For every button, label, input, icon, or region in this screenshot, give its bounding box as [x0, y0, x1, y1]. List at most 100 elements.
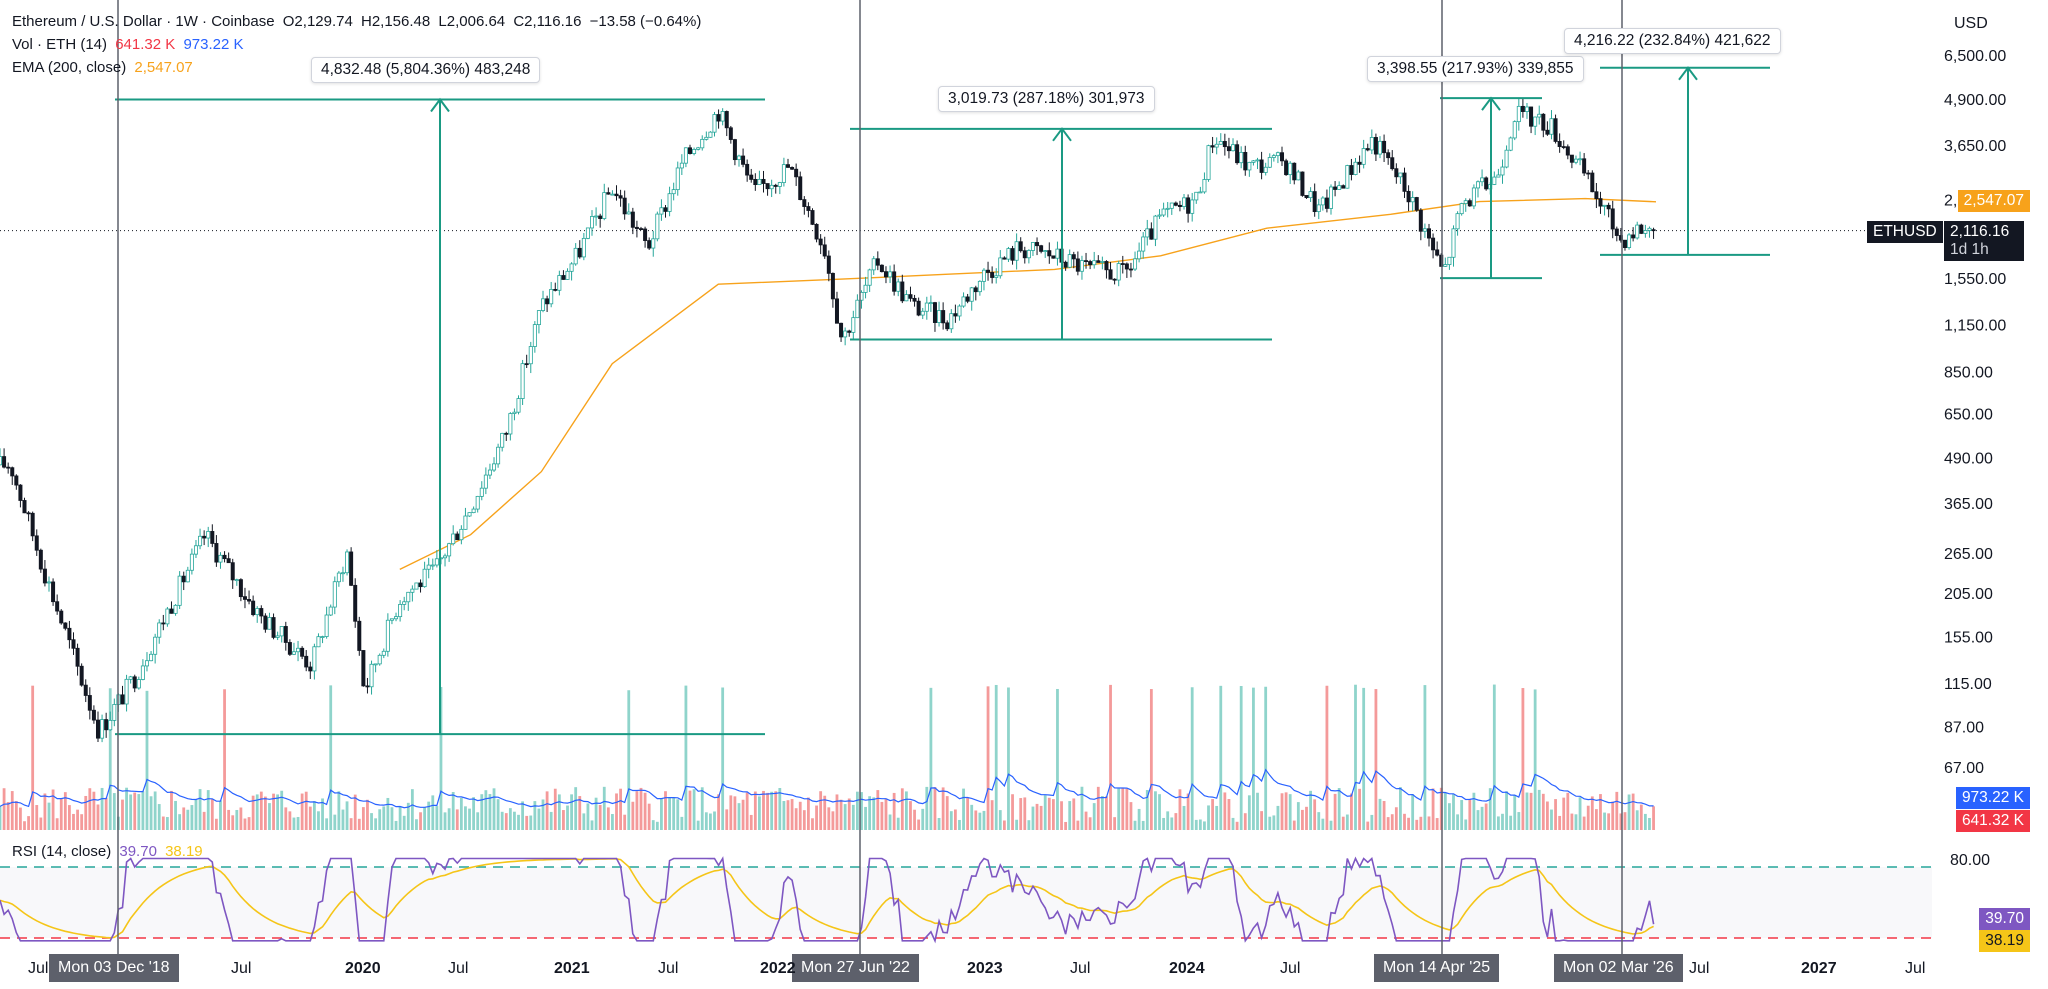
- candle-body: [1247, 161, 1252, 171]
- candle-body: [1422, 228, 1427, 232]
- volume-bar: [194, 799, 198, 830]
- candle-body: [1010, 248, 1015, 261]
- candle-body: [46, 581, 51, 584]
- volume-bar: [23, 821, 26, 830]
- candle-body: [1426, 228, 1431, 239]
- candle-body: [916, 300, 921, 316]
- currency-label[interactable]: USD: [1954, 15, 1988, 32]
- volume-bar: [635, 791, 639, 830]
- candle-body: [1557, 141, 1562, 147]
- candle-body: [1614, 228, 1619, 236]
- volume-bar: [1186, 793, 1190, 830]
- rsi-label[interactable]: RSI (14, close): [12, 843, 112, 860]
- volume-bar: [937, 817, 941, 830]
- candle-body: [1173, 202, 1178, 206]
- volume-bar: [647, 803, 651, 830]
- candle-body: [843, 330, 848, 338]
- candle-body: [777, 182, 782, 187]
- candle-body: [283, 626, 288, 643]
- candle-body: [14, 475, 19, 486]
- candle-body: [279, 626, 284, 637]
- volume-bar: [521, 801, 525, 830]
- volume-bar: [1611, 801, 1615, 830]
- volume-bar: [762, 790, 765, 830]
- candle-body: [667, 193, 672, 212]
- volume-bar: [47, 802, 51, 830]
- ema-label[interactable]: EMA (200, close): [12, 59, 127, 76]
- price-axis-label: 155.00: [1944, 629, 1993, 646]
- volume-bar: [59, 798, 63, 830]
- candle-body: [1226, 146, 1231, 152]
- candle-body: [557, 275, 562, 291]
- volume-bar: [651, 820, 655, 830]
- volume-bar: [1243, 813, 1247, 830]
- volume-bar: [941, 787, 945, 830]
- candle-body: [1373, 137, 1378, 155]
- volume-bar: [325, 818, 329, 830]
- volume-bar: [553, 788, 557, 830]
- volume-bar: [129, 794, 133, 830]
- candle-body: [647, 240, 652, 249]
- volume-bar: [860, 792, 863, 830]
- volume-bar: [296, 816, 300, 830]
- measure-label-2[interactable]: 3,019.73 (287.18%) 301,973: [938, 86, 1155, 112]
- volume-bar: [1002, 820, 1006, 830]
- candle-body: [1639, 224, 1644, 234]
- candle-body: [773, 184, 778, 187]
- volume-bar: [892, 792, 896, 830]
- volume-bar: [464, 806, 467, 830]
- symbol-title[interactable]: Ethereum / U.S. Dollar · 1W · Coinbase: [12, 13, 275, 30]
- volume-bar: [1096, 786, 1100, 830]
- candle-body: [545, 298, 550, 305]
- volume-bar: [304, 791, 308, 830]
- measure-label-4[interactable]: 4,216.22 (232.84%) 421,622: [1564, 28, 1781, 54]
- candle-body: [728, 127, 733, 140]
- last-price-tag: 2,116.16 1d 1h: [1944, 221, 2024, 261]
- candle-body: [308, 666, 313, 672]
- volume-label[interactable]: Vol · ETH (14): [12, 36, 108, 53]
- candle-body: [1161, 208, 1166, 216]
- candle-body: [847, 330, 852, 333]
- volume-bar: [1399, 787, 1402, 830]
- candle-body: [214, 543, 219, 563]
- candle-body: [851, 317, 856, 333]
- candle-body: [169, 608, 174, 614]
- volume-bar: [1517, 812, 1521, 830]
- measure-3-arrow: [1481, 96, 1501, 111]
- candle-body: [1467, 200, 1472, 207]
- volume-bar: [933, 787, 937, 830]
- volume-bar: [1607, 813, 1611, 830]
- volume-bar: [1296, 802, 1300, 830]
- volume-bar: [1288, 794, 1292, 830]
- volume-bar: [794, 808, 798, 830]
- volume-bar: [390, 807, 394, 830]
- volume-bar: [1100, 796, 1104, 830]
- volume-bar: [214, 818, 218, 830]
- volume-bar: [1256, 792, 1259, 830]
- candle-body: [1214, 143, 1219, 148]
- volume-ma-tag: 973.22 K: [1955, 787, 2030, 809]
- candle-body: [414, 582, 419, 590]
- candle-body: [794, 168, 799, 178]
- candle-body: [990, 272, 995, 278]
- price-axis-label: 67.00: [1944, 760, 1984, 777]
- measure-label-3[interactable]: 3,398.55 (217.93%) 339,855: [1367, 56, 1584, 82]
- candle-body: [275, 635, 280, 638]
- volume-bar: [517, 814, 520, 830]
- candle-body: [753, 179, 758, 185]
- measure-label-1[interactable]: 4,832.48 (5,804.36%) 483,248: [311, 57, 541, 83]
- volume-bar: [1643, 813, 1647, 830]
- candle-body: [1451, 228, 1456, 258]
- candle-body: [165, 608, 170, 625]
- candle-body: [1263, 166, 1268, 173]
- candle-body: [1047, 250, 1052, 257]
- candle-body: [120, 694, 125, 705]
- candle-body: [712, 114, 717, 133]
- volume-bar: [1603, 812, 1606, 830]
- volume-bar: [96, 804, 100, 830]
- volume-bar: [582, 813, 586, 830]
- candle-body: [581, 237, 586, 258]
- candle-body: [1251, 160, 1256, 163]
- volume-bar: [721, 687, 725, 830]
